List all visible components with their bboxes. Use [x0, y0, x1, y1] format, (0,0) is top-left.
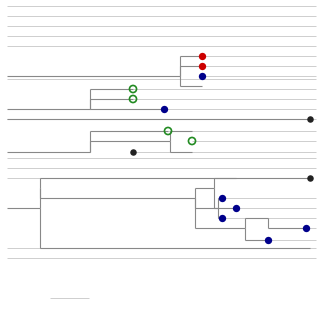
Point [303, 226, 308, 231]
Point [199, 53, 204, 59]
Point [220, 215, 225, 220]
Point [308, 175, 313, 180]
Point [131, 96, 136, 101]
Point [308, 116, 313, 122]
Point [189, 139, 195, 144]
Point [220, 196, 225, 201]
Point [266, 237, 271, 243]
Point [165, 128, 171, 133]
Point [131, 149, 136, 155]
Point [162, 107, 167, 112]
Point [131, 86, 136, 92]
Point [199, 63, 204, 68]
Point [234, 205, 239, 211]
Point [199, 74, 204, 79]
